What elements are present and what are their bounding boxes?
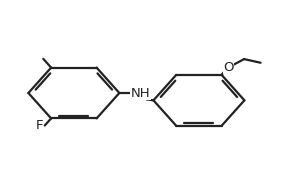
Text: NH: NH	[131, 86, 150, 100]
Text: F: F	[36, 119, 43, 132]
Text: O: O	[223, 61, 234, 74]
